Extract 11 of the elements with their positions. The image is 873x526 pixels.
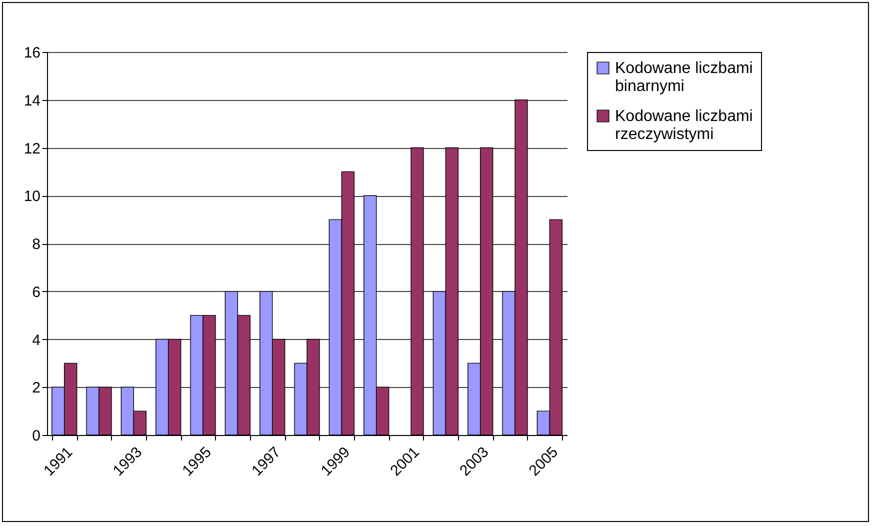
legend-label: Kodowane liczbami binarnymi	[615, 60, 753, 95]
y-tick-label: 4	[32, 332, 40, 349]
legend-label: Kodowane liczbami rzeczywistymi	[615, 108, 753, 143]
y-tick-label: 16	[24, 44, 40, 62]
y-tick-label: 0	[32, 428, 40, 444]
y-tick-label: 14	[24, 92, 40, 110]
y-tick-label: 8	[32, 236, 40, 253]
y-tick-label: 10	[24, 188, 40, 206]
y-tick-label: 12	[24, 140, 40, 158]
y-tick-label: 2	[32, 380, 40, 397]
y-tick-label: 6	[32, 284, 40, 301]
